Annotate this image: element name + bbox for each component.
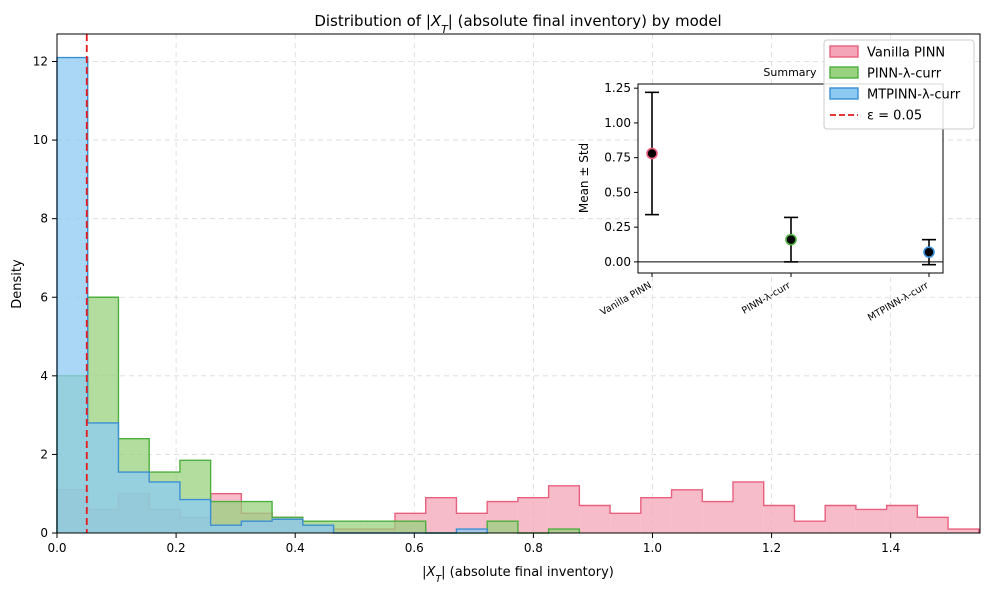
histogram-bar <box>487 521 518 533</box>
histogram-bar <box>456 513 488 533</box>
x-tick-label: 1.0 <box>643 541 662 555</box>
inset-y-tick-label: 0.75 <box>604 151 631 165</box>
inset-y-tick-label: 1.00 <box>604 116 631 130</box>
inset-y-ticks: 0.00 0.25 0.50 0.75 1.00 1.25 <box>604 81 638 269</box>
legend-swatch <box>829 45 859 58</box>
histogram-bar <box>794 521 826 533</box>
x-tick-label: 0.6 <box>405 541 424 555</box>
x-axis-label: |XT| (absolute final inventory) <box>422 565 614 585</box>
histogram-bar <box>517 497 549 533</box>
histogram-bar <box>610 513 641 533</box>
histogram-bar <box>57 57 88 534</box>
histogram-bar <box>548 485 580 533</box>
inset-y-label: Mean ± Std <box>577 143 591 213</box>
inset-errorbars <box>645 91 936 266</box>
legend-label: PINN-λ-curr <box>867 67 942 82</box>
legend: Vanilla PINN PINN-λ-curr MTPINN-λ-curr ε = … <box>823 39 975 130</box>
histogram-bar <box>948 529 979 533</box>
histogram-bar <box>210 525 242 533</box>
errorbar-point <box>645 91 659 216</box>
mean-marker <box>923 246 935 258</box>
histogram-bar <box>118 472 150 533</box>
histogram-bar <box>302 525 334 533</box>
legend-label: ε = 0.05 <box>867 109 922 124</box>
chart-title: Distribution of |XT| (absolute final inv… <box>314 12 721 36</box>
y-tick-label: 6 <box>40 290 48 304</box>
x-tick-label: 0.2 <box>167 541 186 555</box>
legend-swatch <box>829 87 859 100</box>
histogram-bar <box>394 521 426 533</box>
y-axis-label: Density <box>10 259 25 309</box>
histogram-bar <box>548 529 580 533</box>
histogram-bar <box>825 505 856 533</box>
histogram-bar <box>640 497 672 533</box>
x-tick-label: 0.0 <box>47 541 66 555</box>
errorbar-point <box>784 216 798 263</box>
legend-box <box>823 39 975 130</box>
x-axis-ticks: 0.0 0.2 0.4 0.6 0.8 1.0 1.2 1.4 <box>47 533 900 555</box>
inset-y-tick-label: 1.25 <box>604 81 631 95</box>
histogram-bar <box>579 505 611 533</box>
histogram-bar <box>241 521 273 533</box>
legend-label: Vanilla PINN <box>867 46 945 61</box>
histogram-bar <box>425 497 457 533</box>
histogram-bar <box>917 517 949 533</box>
histogram-bar <box>702 501 733 533</box>
inset-title: Summary <box>763 66 817 79</box>
y-axis-ticks: 0 2 4 6 8 10 12 <box>33 55 57 540</box>
inset-y-tick-label: 0.00 <box>604 255 631 269</box>
x-tick-label: 1.2 <box>762 541 781 555</box>
inset-y-tick-label: 0.50 <box>604 185 631 199</box>
legend-label: MTPINN-λ-curr <box>867 88 961 103</box>
legend-swatch <box>829 66 859 79</box>
series-group <box>56 56 488 534</box>
histogram-bar <box>179 499 211 533</box>
x-tick-label: 0.8 <box>524 541 543 555</box>
inset-y-tick-label: 0.25 <box>604 220 631 234</box>
histogram-bar <box>272 519 303 533</box>
main-histogram <box>56 56 980 534</box>
histogram-bar <box>149 481 180 533</box>
histogram-bar <box>671 489 703 533</box>
histogram-bar <box>364 521 395 533</box>
summary-inset: Summary 0.000.250.500.751.001.25 Vanilla… <box>577 66 944 324</box>
histogram-bar <box>763 505 795 533</box>
histogram-bar <box>87 422 119 533</box>
histogram-bar <box>886 505 918 533</box>
x-tick-label: 1.4 <box>881 541 900 555</box>
y-tick-label: 2 <box>40 447 48 461</box>
y-tick-label: 4 <box>40 369 48 383</box>
main-axes-frame <box>56 33 981 534</box>
histogram-bar <box>732 481 764 533</box>
y-tick-label: 10 <box>33 133 48 147</box>
histogram-bar <box>855 509 887 533</box>
y-tick-label: 12 <box>33 55 48 69</box>
errorbar-point <box>922 238 936 266</box>
x-tick-label: 0.4 <box>286 541 305 555</box>
y-tick-label: 8 <box>40 212 48 226</box>
histogram-bar <box>333 521 365 533</box>
mean-marker <box>785 233 797 246</box>
mean-marker <box>646 147 658 160</box>
y-tick-label: 0 <box>40 526 48 540</box>
histogram-bar <box>456 529 488 533</box>
